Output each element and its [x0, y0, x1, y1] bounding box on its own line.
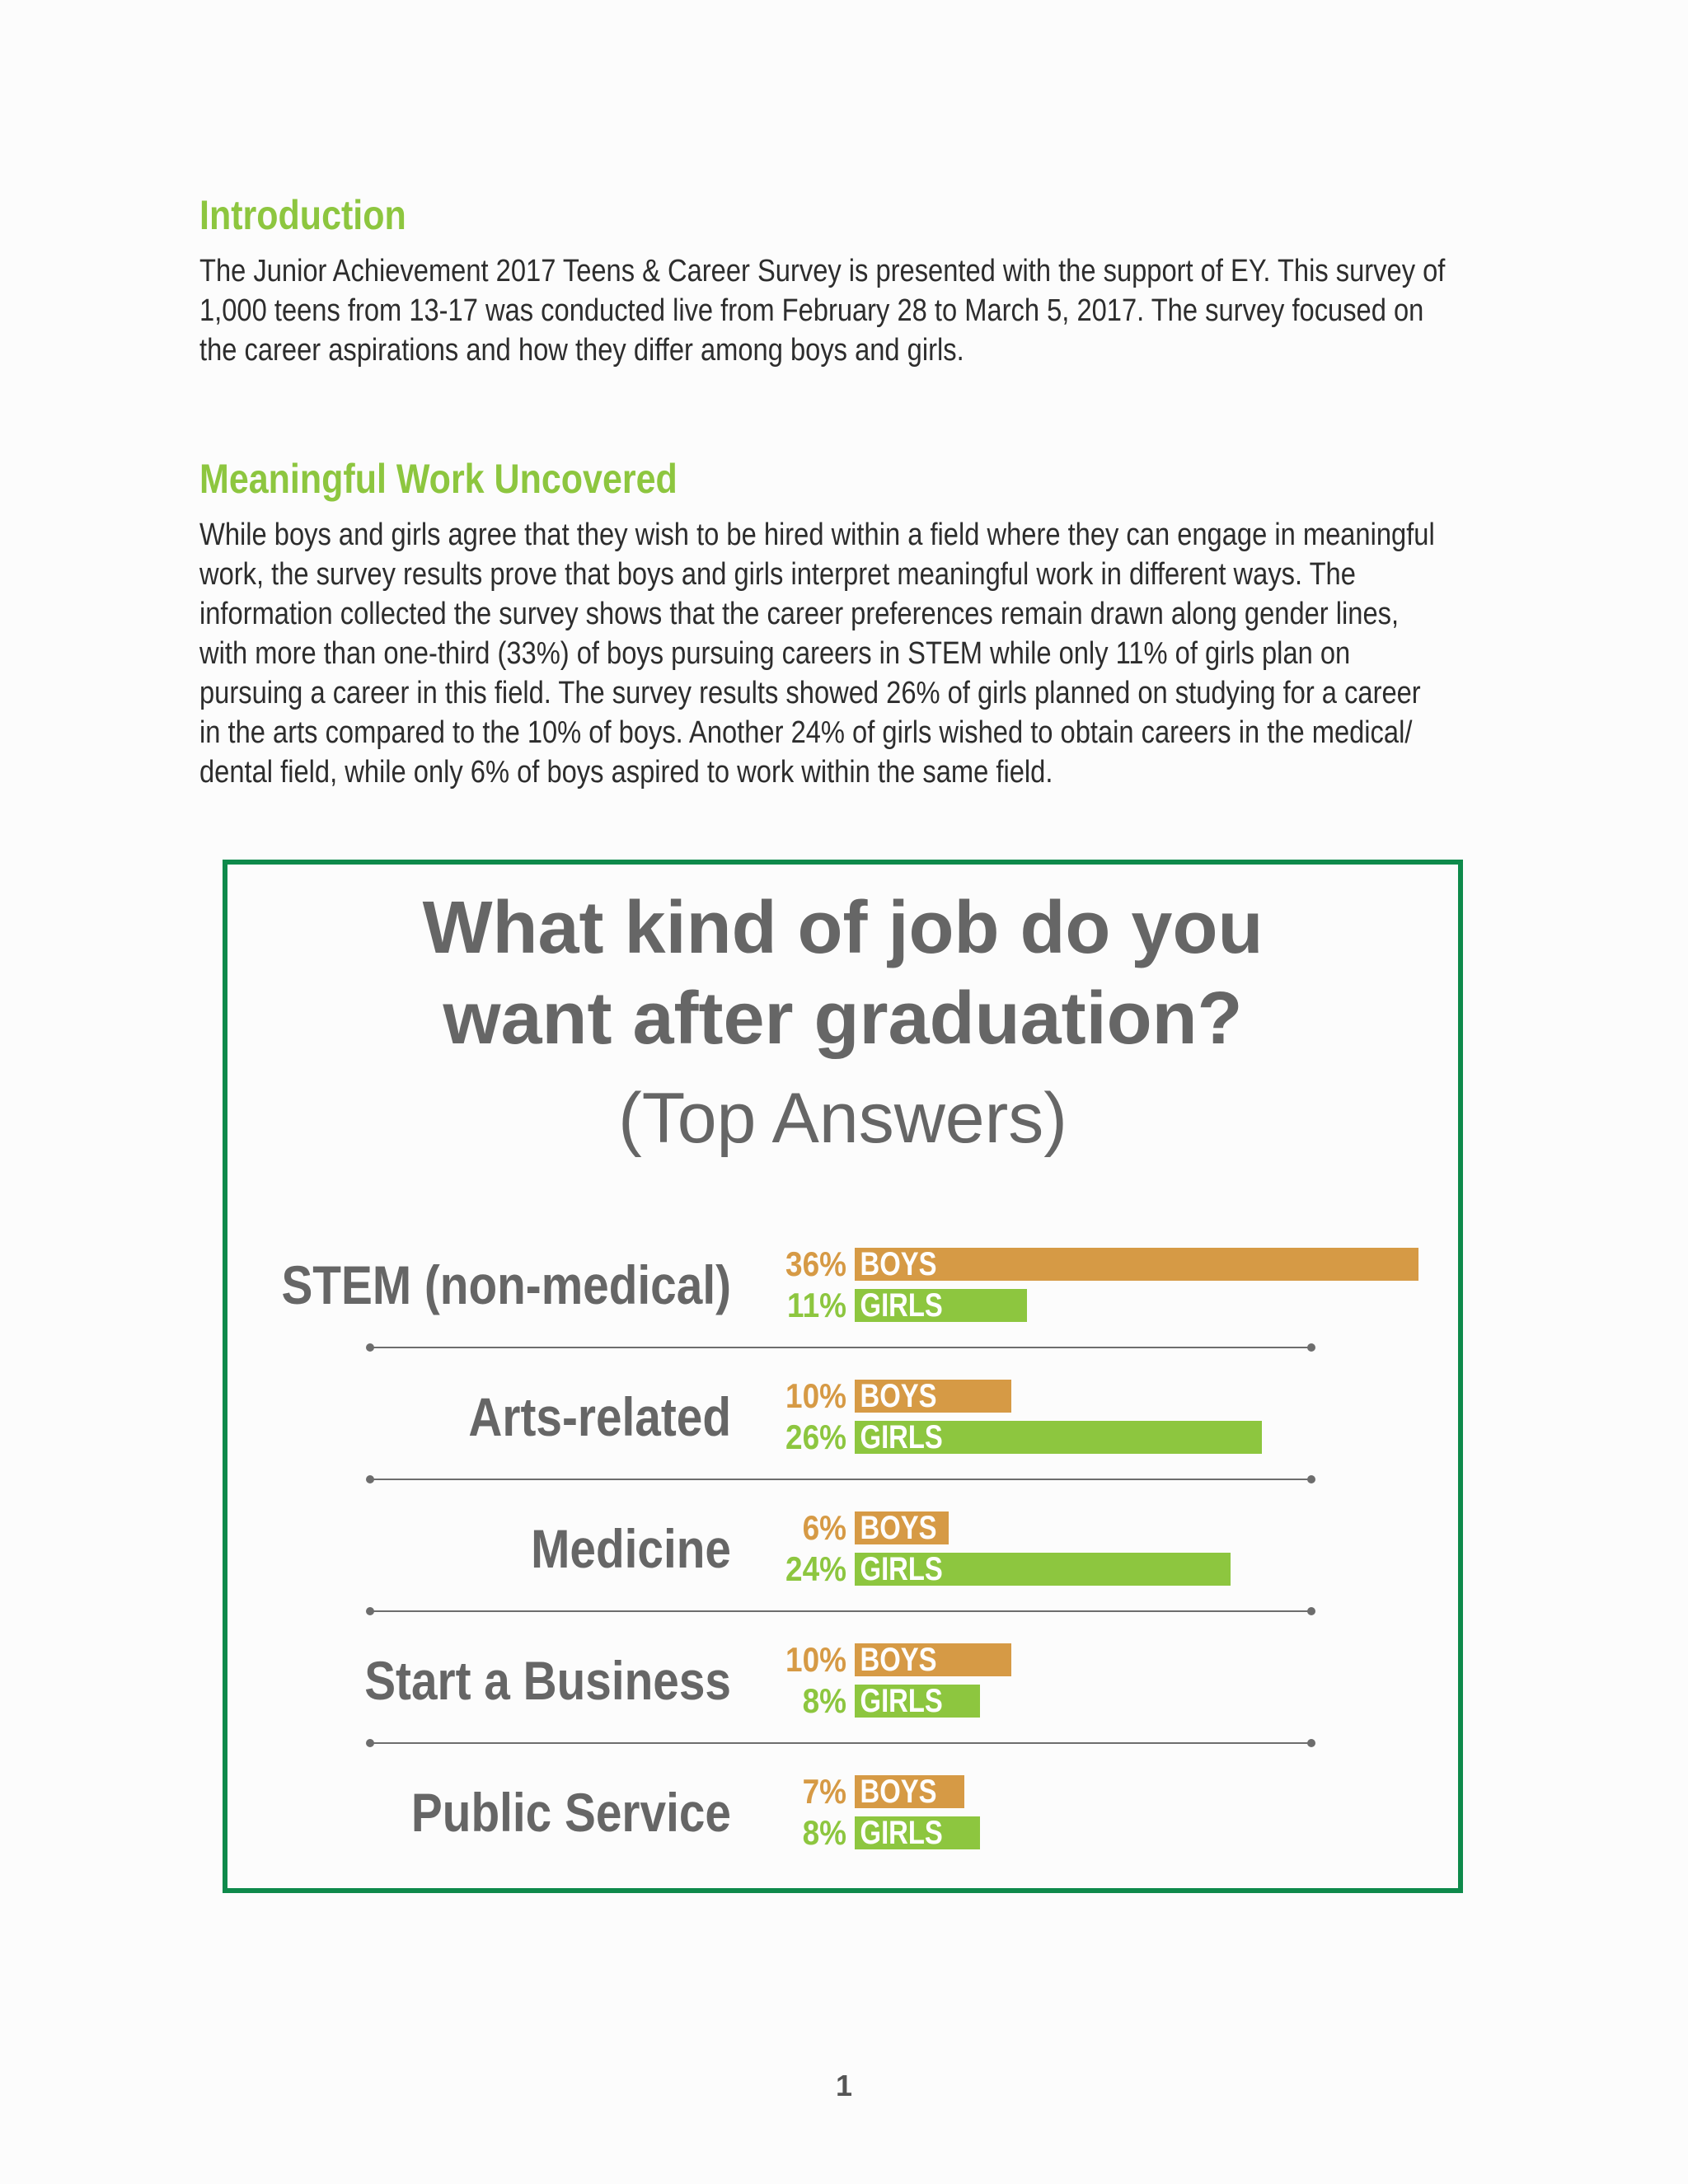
meaningful-work-line: dental field, while only 6% of boys aspi… [199, 755, 1053, 790]
percent-label: 8% [802, 1681, 846, 1720]
chart-subtitle: (Top Answers) [618, 1079, 1067, 1158]
series-label: GIRLS [860, 1287, 943, 1324]
category-label: Arts-related [468, 1386, 731, 1447]
bar-boys: BOYS [855, 1511, 949, 1544]
category-label: Start a Business [364, 1650, 731, 1711]
divider-dot [1307, 1343, 1315, 1352]
bar-girls: GIRLS [855, 1816, 980, 1849]
category-label: STEM (non-medical) [281, 1254, 731, 1315]
divider-dot [366, 1739, 374, 1747]
series-label: BOYS [860, 1378, 937, 1414]
series-label: GIRLS [860, 1815, 943, 1851]
percent-label: 7% [802, 1772, 846, 1811]
bar-girls: GIRLS [855, 1289, 1027, 1322]
bar-girls: GIRLS [855, 1553, 1231, 1586]
percent-label: 10% [785, 1640, 846, 1679]
percent-label: 6% [802, 1508, 846, 1547]
series-label: GIRLS [860, 1419, 943, 1455]
bar-boys: BOYS [855, 1775, 964, 1808]
bar-boys: BOYS [855, 1248, 1418, 1281]
row-divider [370, 1479, 1311, 1480]
page-number: 1 [835, 2069, 853, 2102]
divider-dot [1307, 1607, 1315, 1615]
category-label: Medicine [531, 1518, 731, 1579]
divider-dot [1307, 1739, 1315, 1747]
series-label: GIRLS [860, 1551, 943, 1587]
intro-paragraph: The Junior Achievement 2017 Teens & Care… [199, 251, 1518, 370]
intro-heading: Introduction [199, 192, 406, 238]
category-label: Public Service [410, 1782, 731, 1843]
divider-dot [366, 1343, 374, 1352]
percent-label: 8% [802, 1813, 846, 1852]
meaningful-work-line: pursuing a career in this field. The sur… [199, 676, 1421, 710]
series-label: BOYS [860, 1510, 937, 1546]
meaningful-work-line: information collected the survey shows t… [199, 597, 1400, 631]
bar-girls: GIRLS [855, 1421, 1262, 1454]
series-label: GIRLS [860, 1683, 943, 1719]
bar-boys: BOYS [855, 1380, 1011, 1413]
bar-girls: GIRLS [855, 1685, 980, 1718]
series-label: BOYS [860, 1774, 937, 1810]
series-label: BOYS [860, 1642, 937, 1678]
percent-label: 36% [785, 1244, 846, 1283]
intro-line: the career aspirations and how they diff… [199, 333, 964, 368]
meaningful-work-line: with more than one-third (33%) of boys p… [199, 636, 1351, 671]
row-divider [370, 1610, 1311, 1612]
series-label: BOYS [860, 1246, 937, 1282]
divider-dot [366, 1607, 374, 1615]
percent-label: 11% [787, 1286, 846, 1324]
meaningful-work-line: in the arts compared to the 10% of boys.… [199, 715, 1413, 750]
bar-chart: STEM (non-medical) 36% BOYS 11% GIRLS Arts-re… [227, 865, 1458, 1888]
meaningful-work-line: work, the survey results prove that boys… [199, 557, 1356, 592]
meaningful-work-paragraph: While boys and girls agree that they wis… [199, 515, 1518, 792]
chart-frame: What kind of job do you want after gradu… [223, 860, 1463, 1893]
intro-line: 1,000 teens from 13-17 was conducted liv… [199, 293, 1424, 328]
chart-title-line: What kind of job do you [422, 887, 1264, 969]
meaningful-work-line: While boys and girls agree that they wis… [199, 518, 1435, 552]
bar-boys: BOYS [855, 1643, 1011, 1676]
chart-title-line: want after graduation? [443, 977, 1243, 1060]
percent-label: 24% [785, 1549, 846, 1588]
row-divider [370, 1347, 1311, 1348]
row-divider [370, 1742, 1311, 1744]
intro-line: The Junior Achievement 2017 Teens & Care… [199, 254, 1446, 288]
percent-label: 26% [785, 1418, 846, 1456]
meaningful-work-heading: Meaningful Work Uncovered [199, 456, 678, 502]
percent-label: 10% [785, 1376, 846, 1415]
divider-dot [366, 1475, 374, 1483]
divider-dot [1307, 1475, 1315, 1483]
